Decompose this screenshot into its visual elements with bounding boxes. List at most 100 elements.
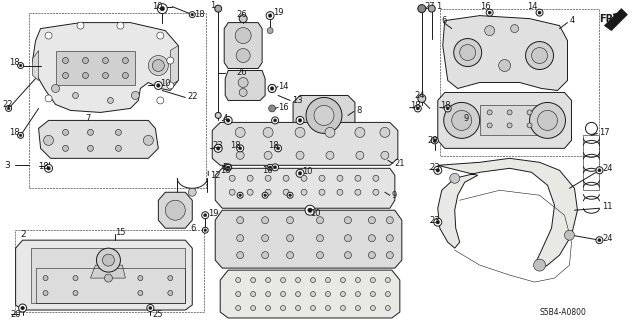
Circle shape xyxy=(214,5,221,12)
Circle shape xyxy=(296,169,304,177)
Circle shape xyxy=(225,164,232,171)
Circle shape xyxy=(189,12,195,18)
Circle shape xyxy=(317,235,323,242)
Circle shape xyxy=(280,292,285,297)
Text: 16: 16 xyxy=(278,103,289,112)
Circle shape xyxy=(52,84,60,92)
Circle shape xyxy=(564,230,575,240)
Circle shape xyxy=(268,84,276,92)
Text: 18: 18 xyxy=(38,162,49,171)
Circle shape xyxy=(148,307,152,309)
Circle shape xyxy=(308,208,312,212)
Text: 23: 23 xyxy=(430,163,440,172)
Circle shape xyxy=(428,5,435,12)
Circle shape xyxy=(236,151,244,159)
Circle shape xyxy=(586,123,597,134)
Bar xyxy=(15,230,204,312)
Circle shape xyxy=(122,73,129,78)
Circle shape xyxy=(355,292,360,297)
Circle shape xyxy=(165,200,185,220)
Circle shape xyxy=(237,235,244,242)
Polygon shape xyxy=(215,210,402,268)
Circle shape xyxy=(434,166,442,174)
Polygon shape xyxy=(438,92,572,148)
Bar xyxy=(36,268,185,303)
Circle shape xyxy=(45,164,52,172)
Circle shape xyxy=(224,116,232,124)
Circle shape xyxy=(532,48,548,64)
Circle shape xyxy=(43,291,48,296)
Circle shape xyxy=(216,147,220,150)
Circle shape xyxy=(214,144,222,152)
Polygon shape xyxy=(33,51,38,81)
Text: 21: 21 xyxy=(395,159,405,168)
Circle shape xyxy=(188,188,196,196)
Circle shape xyxy=(204,214,207,217)
Circle shape xyxy=(237,145,244,152)
Circle shape xyxy=(63,73,68,78)
Circle shape xyxy=(191,13,194,16)
Circle shape xyxy=(450,173,460,183)
Bar xyxy=(29,12,206,188)
Circle shape xyxy=(72,92,79,99)
Circle shape xyxy=(268,14,272,17)
Circle shape xyxy=(444,102,479,138)
Circle shape xyxy=(488,11,492,14)
Circle shape xyxy=(44,135,54,145)
Circle shape xyxy=(215,112,221,118)
Circle shape xyxy=(538,11,541,14)
Circle shape xyxy=(326,151,334,159)
Text: 24: 24 xyxy=(415,91,426,100)
Circle shape xyxy=(122,58,129,64)
Circle shape xyxy=(484,26,495,36)
Circle shape xyxy=(486,9,493,16)
Circle shape xyxy=(237,217,244,224)
Circle shape xyxy=(236,277,241,283)
Circle shape xyxy=(298,119,302,122)
Circle shape xyxy=(499,60,511,71)
Circle shape xyxy=(19,304,27,312)
Text: 25: 25 xyxy=(152,309,163,318)
Circle shape xyxy=(19,64,22,67)
Text: 13: 13 xyxy=(292,96,303,105)
Text: 18: 18 xyxy=(440,101,451,110)
Text: 23: 23 xyxy=(212,141,223,150)
Circle shape xyxy=(251,306,255,310)
Circle shape xyxy=(369,217,376,224)
Circle shape xyxy=(326,292,330,297)
Circle shape xyxy=(487,123,492,128)
Circle shape xyxy=(416,107,419,110)
Circle shape xyxy=(326,277,330,283)
Circle shape xyxy=(355,277,360,283)
Circle shape xyxy=(108,98,113,103)
Circle shape xyxy=(148,56,168,76)
Circle shape xyxy=(43,276,48,281)
Circle shape xyxy=(157,84,160,87)
Circle shape xyxy=(47,166,51,170)
Circle shape xyxy=(301,189,307,195)
Circle shape xyxy=(63,145,68,151)
Circle shape xyxy=(487,110,492,115)
Circle shape xyxy=(287,235,294,242)
Text: 27: 27 xyxy=(425,2,435,11)
Circle shape xyxy=(239,194,241,196)
Polygon shape xyxy=(15,240,192,310)
Bar xyxy=(56,51,136,85)
Circle shape xyxy=(115,129,122,135)
Circle shape xyxy=(117,22,124,29)
Circle shape xyxy=(265,175,271,181)
Circle shape xyxy=(373,175,379,181)
Circle shape xyxy=(296,306,301,310)
Circle shape xyxy=(355,306,360,310)
Circle shape xyxy=(296,277,301,283)
Text: 7: 7 xyxy=(86,114,91,123)
Circle shape xyxy=(168,291,173,296)
Circle shape xyxy=(287,192,293,198)
Text: 11: 11 xyxy=(602,202,613,211)
Circle shape xyxy=(204,229,207,232)
Circle shape xyxy=(7,107,10,110)
Circle shape xyxy=(418,94,426,102)
Circle shape xyxy=(296,116,304,124)
Circle shape xyxy=(273,166,276,169)
Circle shape xyxy=(63,58,68,64)
